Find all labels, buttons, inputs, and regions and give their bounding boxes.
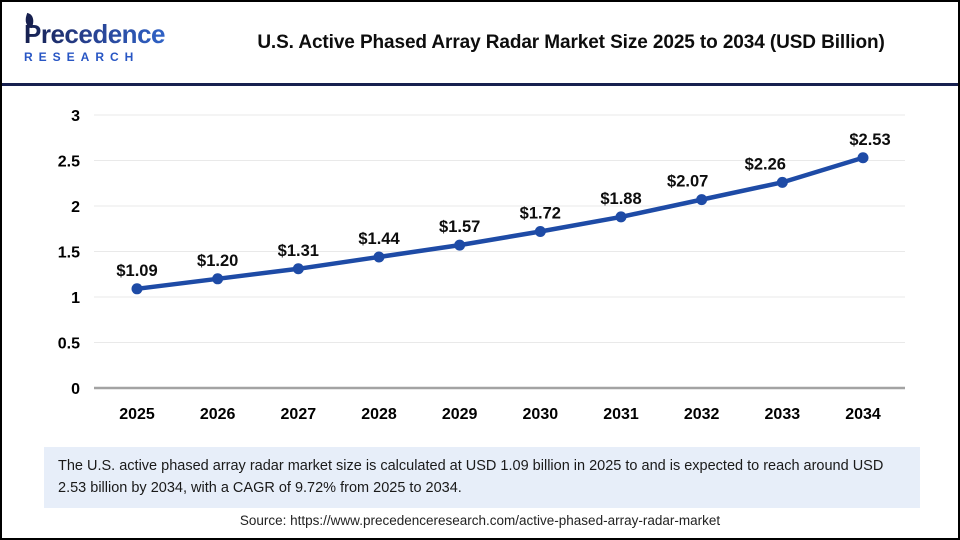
x-axis-tick-label: 2032 <box>684 406 720 423</box>
logo-text-research: RESEARCH <box>24 50 140 65</box>
market-size-line-chart: 0 0.5 1 1.5 2 2.5 3 2025 2026 2027 2028 2029 2030 203… <box>58 108 905 423</box>
market-summary-text: The U.S. active phased array radar marke… <box>44 447 920 508</box>
y-axis-tick-label: 0.5 <box>58 336 80 353</box>
y-axis-tick-label: 1 <box>71 290 80 307</box>
logo-wordmark: Precedence <box>23 12 202 49</box>
source-text: Source: https://www.precedenceresearch.c… <box>239 513 721 528</box>
data-point-label: $1.57 <box>439 218 480 236</box>
data-point-marker <box>212 273 224 285</box>
data-point-marker <box>776 176 788 188</box>
data-point-label: $1.20 <box>197 252 238 270</box>
page-title: U.S. Active Phased Array Radar Market Si… <box>257 31 885 53</box>
x-axis-tick-label: 2030 <box>523 406 559 423</box>
data-point-marker <box>131 283 143 295</box>
x-axis-tick-label: 2027 <box>281 406 317 423</box>
precedence-research-logo: Precedence RESEARCH <box>2 12 202 65</box>
data-point-label: $1.72 <box>520 204 561 222</box>
y-axis-tick-label: 2 <box>71 199 80 216</box>
data-point-marker <box>857 152 869 164</box>
x-axis-tick-label: 2034 <box>845 406 881 423</box>
series-line <box>134 155 866 292</box>
data-point-marker <box>534 225 546 237</box>
data-point-label: $1.44 <box>358 230 400 248</box>
x-axis-tick-label: 2033 <box>765 406 801 423</box>
data-point-marker <box>615 211 627 223</box>
x-axis-tick-label: 2029 <box>442 406 478 423</box>
header: Precedence RESEARCH U.S. Active Phased A… <box>2 2 958 86</box>
logo-text-precedence: Precedence <box>24 18 165 49</box>
data-point-label: $1.09 <box>116 262 157 280</box>
data-point-label: $1.31 <box>278 242 319 260</box>
y-axis-tick-label: 0 <box>71 381 80 398</box>
x-axis-tick-label: 2025 <box>119 406 155 423</box>
data-point-marker <box>373 251 385 263</box>
y-axis-tick-label: 1.5 <box>58 245 80 262</box>
x-axis-tick-label: 2028 <box>361 406 397 423</box>
data-point-marker <box>454 239 466 251</box>
y-axis-tick-label: 3 <box>71 108 80 125</box>
y-axis-tick-label: 2.5 <box>58 154 80 171</box>
data-point-label: $2.26 <box>745 155 786 173</box>
x-axis-tick-label: 2031 <box>603 406 639 423</box>
chart-area: 0 0.5 1 1.5 2 2.5 3 2025 2026 2027 2028 2029 2030 203… <box>2 86 958 442</box>
data-point-label: $2.07 <box>667 173 708 191</box>
data-point-marker <box>292 263 304 275</box>
data-point-marker <box>696 194 708 206</box>
data-point-label: $1.88 <box>600 190 641 208</box>
data-point-label: $2.53 <box>849 131 890 149</box>
x-axis-tick-label: 2026 <box>200 406 236 423</box>
